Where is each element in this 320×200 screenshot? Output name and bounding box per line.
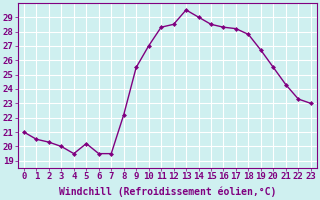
X-axis label: Windchill (Refroidissement éolien,°C): Windchill (Refroidissement éolien,°C) <box>59 187 276 197</box>
